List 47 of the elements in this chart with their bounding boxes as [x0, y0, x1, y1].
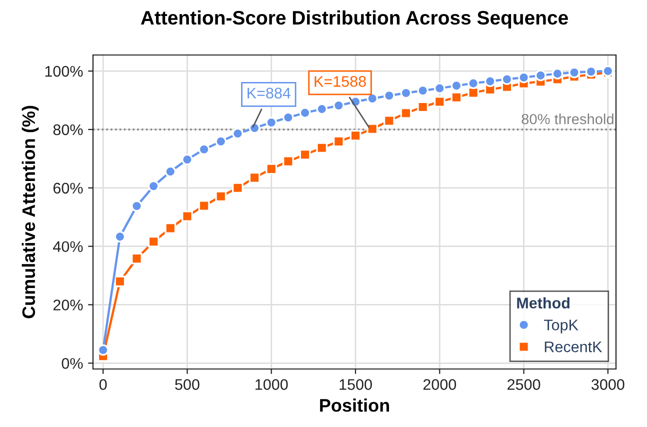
- point: [215, 190, 227, 202]
- point: [266, 163, 278, 175]
- legend-label: RecentK: [544, 342, 602, 352]
- annotation: K=884: [248, 88, 291, 99]
- y-tick-label: 0%: [62, 358, 83, 369]
- point: [164, 222, 176, 234]
- x-axis-title: Position: [320, 398, 389, 412]
- x-tick-label: 1500: [340, 379, 372, 390]
- point: [148, 180, 160, 192]
- annotation: K=1588: [314, 76, 366, 87]
- y-tick-label: 80%: [53, 124, 83, 136]
- point: [198, 200, 210, 212]
- y-axis-title: Cumulative Attention (%): [22, 106, 39, 318]
- point: [182, 210, 193, 222]
- x-tick-label: 1000: [256, 379, 288, 390]
- point: [383, 115, 395, 126]
- point: [164, 166, 176, 178]
- y-tick-label: 40%: [53, 241, 83, 252]
- point: [484, 76, 496, 87]
- point: [468, 78, 479, 90]
- x-tick-label: 2000: [423, 379, 456, 390]
- x-tick-label: 0: [99, 379, 107, 390]
- legend-label: TopK: [544, 320, 578, 334]
- point: [232, 128, 244, 140]
- point: [148, 236, 160, 248]
- point: [534, 70, 546, 82]
- point: [131, 200, 142, 212]
- y-tick-label: 60%: [53, 182, 83, 194]
- point: [131, 252, 142, 264]
- point: [266, 116, 278, 128]
- legend-title: Method: [517, 297, 570, 308]
- point: [350, 130, 362, 142]
- point: [518, 72, 530, 84]
- point: [182, 154, 193, 166]
- y-tick-label: 20%: [53, 300, 83, 310]
- point: [552, 68, 564, 80]
- x-tick-label: 3000: [592, 379, 624, 390]
- point: [114, 276, 126, 288]
- x-tick-label: 2500: [508, 379, 540, 390]
- y-tick-label: 100%: [45, 66, 83, 77]
- chart-title: Attention-Score Distribution Across Sequence: [140, 10, 568, 28]
- point: [248, 172, 260, 184]
- ref-line-label: 80% threshold: [522, 114, 614, 124]
- point: [501, 74, 513, 85]
- x-tick-label: 500: [175, 379, 200, 390]
- point: [434, 96, 446, 108]
- point: [434, 82, 446, 94]
